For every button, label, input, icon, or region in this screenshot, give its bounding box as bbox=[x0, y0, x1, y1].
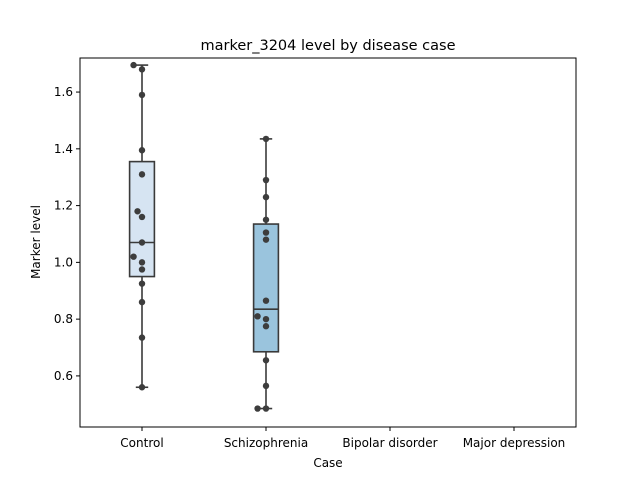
data-point bbox=[262, 315, 270, 323]
data-point bbox=[262, 357, 270, 364]
data-point bbox=[130, 61, 137, 69]
y-tick-label: 1.6 bbox=[54, 85, 73, 99]
data-point bbox=[138, 298, 146, 306]
data-point bbox=[138, 334, 146, 341]
data-point bbox=[262, 382, 270, 390]
x-tick-label: Control bbox=[120, 436, 163, 450]
data-point bbox=[254, 313, 261, 320]
data-point bbox=[138, 280, 146, 287]
x-tick-label: Schizophrenia bbox=[224, 436, 308, 450]
data-point bbox=[262, 229, 270, 236]
data-point bbox=[138, 239, 146, 246]
data-point bbox=[138, 66, 146, 73]
plot-area-frame bbox=[79, 57, 577, 428]
data-point bbox=[262, 216, 270, 223]
box-schizophrenia bbox=[252, 138, 280, 410]
data-point bbox=[254, 405, 261, 412]
y-tick-label: 0.6 bbox=[54, 369, 73, 383]
y-tick-label: 0.8 bbox=[54, 312, 73, 326]
x-tick-label: Bipolar disorder bbox=[342, 436, 437, 450]
data-point bbox=[138, 91, 146, 99]
box-iqr bbox=[252, 223, 280, 353]
data-point bbox=[262, 405, 270, 412]
x-axis: Control Schizophrenia Bipolar disorder Majo… bbox=[120, 427, 565, 450]
data-point bbox=[138, 147, 146, 154]
data-point bbox=[138, 266, 146, 273]
y-axis: 0.6 0.8 1.0 1.2 1.4 1.6 bbox=[54, 85, 80, 383]
data-point bbox=[262, 193, 270, 201]
data-point bbox=[262, 323, 270, 330]
data-point bbox=[138, 213, 146, 221]
plot-marks bbox=[128, 61, 280, 412]
chart-title: marker_3204 level by disease case bbox=[201, 38, 456, 54]
y-tick-label: 1.2 bbox=[54, 199, 73, 213]
data-point bbox=[262, 176, 270, 184]
y-axis-label: Marker level bbox=[29, 205, 43, 279]
data-point bbox=[262, 297, 270, 304]
data-point bbox=[138, 171, 146, 178]
data-point bbox=[262, 236, 270, 243]
x-axis-label: Case bbox=[313, 456, 342, 470]
y-tick-label: 1.0 bbox=[54, 255, 73, 269]
data-point bbox=[262, 135, 270, 143]
y-tick-label: 1.4 bbox=[54, 142, 73, 156]
x-tick-label: Major depression bbox=[463, 436, 566, 450]
data-point bbox=[138, 259, 146, 266]
data-point bbox=[134, 208, 141, 215]
data-point bbox=[130, 253, 137, 260]
data-point bbox=[138, 384, 146, 391]
